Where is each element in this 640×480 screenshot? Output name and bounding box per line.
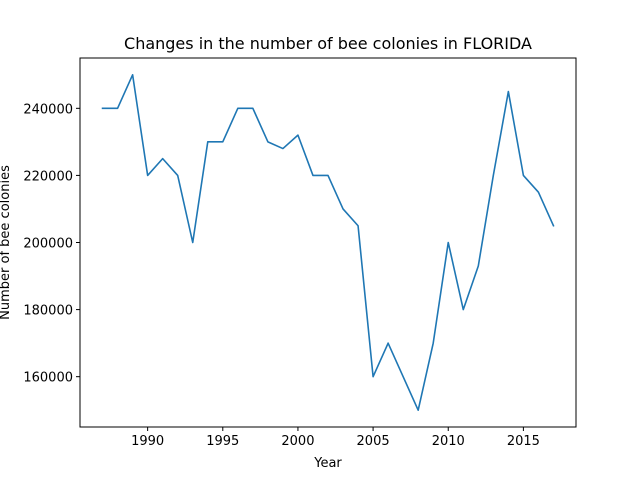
y-tick-label: 200000 — [23, 237, 73, 252]
x-tick-label: 1995 — [206, 434, 239, 449]
y-axis-label: Number of bee colonies — [0, 165, 13, 320]
chart-title: Changes in the number of bee colonies in… — [124, 34, 532, 53]
x-axis-label: Year — [313, 456, 342, 471]
y-tick-label: 220000 — [23, 169, 73, 184]
plot-frame — [79, 57, 577, 428]
y-tick-label: 240000 — [23, 102, 73, 117]
series-line — [101, 73, 555, 412]
y-tick-label: 180000 — [23, 304, 73, 319]
x-tick-label: 2010 — [432, 434, 465, 449]
x-tick-label: 1990 — [131, 434, 164, 449]
plot-area — [101, 73, 555, 412]
x-axis-ticks: 1990 1995 2000 2005 2010 2015 — [131, 427, 540, 449]
y-tick-label: 160000 — [23, 371, 73, 386]
x-tick-label: 2005 — [357, 434, 390, 449]
x-tick-label: 2000 — [281, 434, 314, 449]
y-axis-ticks: 160000 180000 200000 220000 240000 — [23, 102, 80, 386]
x-tick-label: 2015 — [507, 434, 540, 449]
